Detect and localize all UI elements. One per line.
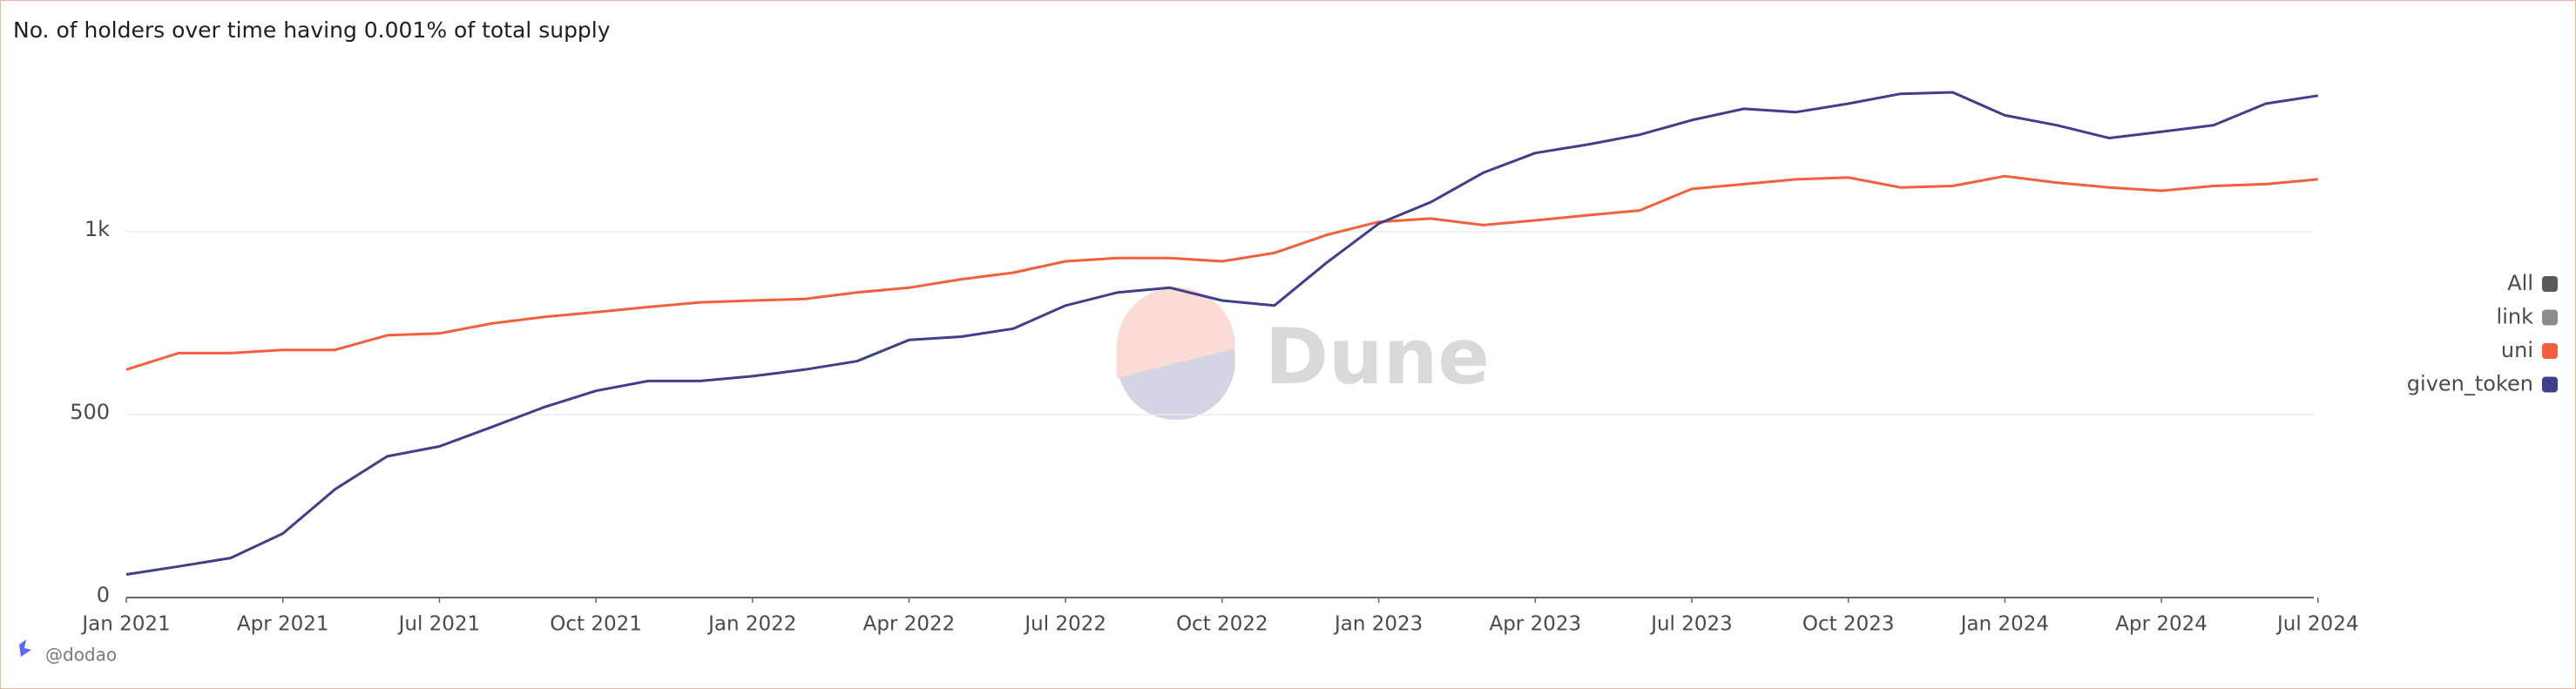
legend-label: link: [2497, 305, 2534, 329]
y-tick-label: 500: [70, 400, 110, 424]
y-tick-label: 1k: [85, 217, 110, 241]
footer: @dodao: [45, 645, 117, 665]
legend-swatch: [2542, 343, 2558, 359]
x-tick-label: Jul 2021: [397, 613, 481, 636]
x-tick-label: Jan 2021: [80, 613, 170, 636]
watermark-logo: [1116, 294, 1235, 378]
watermark-logo: [1117, 301, 1235, 420]
x-tick-label: Jan 2023: [1333, 613, 1423, 636]
x-tick-label: Apr 2021: [237, 613, 329, 636]
chart-title: No. of holders over time having 0.001% o…: [13, 17, 611, 43]
x-tick-label: Jul 2023: [1649, 613, 1733, 636]
x-tick-label: Oct 2021: [550, 613, 642, 636]
series-line: [125, 174, 2318, 371]
x-tick-label: Apr 2024: [2115, 613, 2208, 636]
x-tick-label: Jan 2022: [707, 613, 796, 636]
x-tick-label: Jul 2022: [1023, 613, 1106, 636]
watermark: [1116, 287, 1235, 420]
x-tick-label: Jul 2024: [2275, 613, 2359, 636]
legend-swatch: [2542, 376, 2558, 393]
watermark-text: Dune: [1265, 312, 1490, 402]
legend-swatch: [2542, 276, 2558, 292]
legend-label: All: [2507, 271, 2533, 295]
x-tick-label: Apr 2022: [863, 613, 956, 636]
x-tick-label: Apr 2023: [1489, 613, 1581, 636]
legend-swatch: [2542, 309, 2558, 326]
legend-label: given_token: [2407, 372, 2533, 396]
x-tick-label: Oct 2023: [1802, 613, 1895, 636]
y-tick-label: 0: [97, 583, 110, 607]
series-line: [125, 91, 2319, 576]
footer-icon: [19, 639, 31, 657]
watermark-logo: [1116, 287, 1235, 375]
x-tick-label: Oct 2022: [1176, 613, 1268, 636]
legend-label: uni: [2501, 338, 2533, 362]
x-tick-label: Jan 2024: [1959, 613, 2049, 636]
